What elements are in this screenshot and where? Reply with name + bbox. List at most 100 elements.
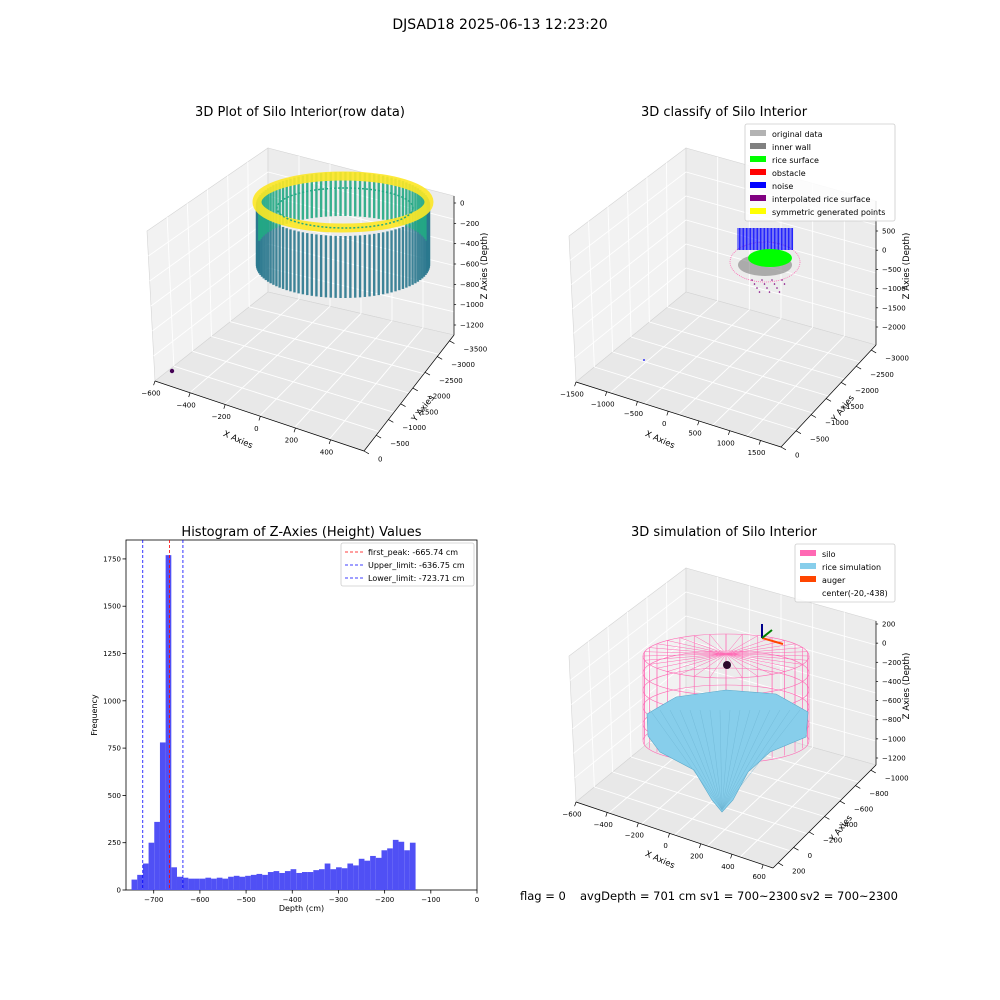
y-axis-tick	[437, 356, 443, 360]
x-tick-label: −300	[329, 896, 348, 904]
y-axis-line	[363, 334, 455, 452]
x-axis-tick	[730, 854, 733, 859]
legend-swatch	[750, 169, 766, 175]
chart-title: Histogram of Z-Axies (Height) Values	[181, 525, 421, 540]
histogram-bar	[228, 876, 234, 890]
histogram-bar	[256, 873, 263, 890]
y-axis-tick-label: −2000	[855, 387, 879, 395]
legend-label: symmetric generated points	[772, 208, 885, 217]
y-axis-label: Frequency	[90, 694, 99, 736]
histogram-bar	[387, 848, 393, 890]
y-tick-label: 1750	[103, 555, 121, 563]
x-tick-label: −600	[190, 896, 209, 904]
x-axis-tick	[699, 843, 702, 849]
data-inner-ring	[276, 187, 414, 229]
x-axis-tick	[153, 380, 156, 386]
y-axis-tick-label: −800	[869, 790, 888, 798]
z-axis-tick-label: −1200	[460, 322, 484, 330]
legend-label: Lower_limit: -723.71 cm	[368, 574, 465, 583]
y-axis-tick	[810, 414, 817, 418]
y-axis-tick	[856, 365, 862, 370]
y-axis-tick	[870, 769, 876, 774]
wall-ring	[729, 241, 801, 283]
x-axis-tick-label: 0	[254, 425, 258, 433]
x-axis-tick	[574, 381, 577, 387]
legend	[744, 123, 896, 222]
y-tick-label: 1500	[103, 603, 121, 611]
y-axis-tick	[855, 785, 861, 789]
x-axis-tick-label: 400	[320, 448, 333, 456]
z-axis-label: Z Axies (Depth)	[480, 233, 490, 300]
x-axis-tick	[635, 401, 638, 406]
silo-roof-wire	[694, 653, 727, 677]
y-axis-tick-label: −500	[390, 440, 409, 448]
z-axis-tick-label: −400	[882, 678, 901, 686]
y-axis-tick	[388, 419, 394, 423]
interpolated-point	[781, 279, 783, 281]
silo-roof-wire	[667, 653, 727, 672]
legend-swatch	[750, 195, 766, 201]
gridline	[594, 366, 797, 431]
y-axis-tick-label: 0	[378, 456, 382, 464]
histogram-bars	[131, 555, 416, 890]
x-axis-tick-label: 500	[688, 430, 701, 438]
surface-mesh-line	[721, 709, 741, 811]
histogram-bar	[381, 850, 388, 890]
histogram-bar	[364, 860, 371, 890]
y-axis-tick-label: −1000	[402, 424, 426, 432]
y-axis-tick	[363, 450, 370, 455]
y-axis-tick-label: −200	[823, 836, 842, 844]
legend-label: rice surface	[772, 156, 819, 165]
legend-label: silo	[822, 550, 836, 559]
y-axis-tick	[412, 387, 418, 392]
legend-label: auger	[822, 576, 846, 585]
x-tick-label: 0	[475, 896, 479, 904]
histogram-bar	[188, 878, 195, 890]
surface-mesh-line	[669, 709, 723, 811]
chart-raw-data: −600−400−20002004000−500−1000−1500−2000−…	[141, 105, 490, 464]
x-axis-tick	[605, 812, 608, 817]
y-axis-tick-label: 0	[808, 852, 812, 860]
surface-mesh-line	[721, 709, 801, 811]
chart-title: 3D simulation of Silo Interior	[631, 525, 818, 540]
status-avg-depth: avgDepth = 701 cm	[580, 889, 697, 903]
legend-label: inner wall	[772, 143, 811, 152]
histogram-bar	[194, 878, 200, 890]
y-axis-tick-label: −3000	[885, 355, 909, 363]
surface-mesh-line	[721, 709, 751, 811]
histogram-bar	[358, 858, 365, 890]
legend-label: first_peak: -665.74 cm	[368, 548, 458, 557]
gridline	[569, 591, 687, 681]
interpolated-point	[776, 287, 778, 289]
legend-label: Upper_limit: -636.75 cm	[368, 561, 465, 570]
histogram-bar	[330, 869, 337, 890]
y-axis-tick	[376, 434, 382, 439]
z-axis-tick-label: −1000	[460, 301, 484, 309]
histogram-bar	[319, 869, 325, 890]
silo-roof-wire	[679, 653, 727, 675]
interpolated-point	[761, 279, 763, 281]
histogram-bar	[165, 555, 172, 890]
histogram-bar	[370, 855, 376, 890]
histogram-bar	[171, 867, 177, 890]
surface-mesh-line	[721, 709, 791, 811]
z-axis-tick-label: 200	[882, 621, 895, 629]
x-axis-tick-label: −600	[562, 811, 581, 819]
histogram-bar	[142, 863, 149, 890]
x-axis-tick-label: 1500	[748, 449, 766, 457]
x-tick-label: −500	[236, 896, 255, 904]
interpolated-point	[756, 287, 758, 289]
z-axis-label: Z Axies (Depth)	[902, 233, 912, 300]
histogram-bar	[284, 871, 291, 890]
y-tick-label: 1250	[103, 650, 121, 658]
histogram-bar	[336, 867, 342, 890]
z-axis-tick-label: 0	[882, 640, 886, 648]
histogram-bar	[313, 870, 320, 890]
histogram-bar	[205, 877, 212, 890]
histogram-bar	[353, 865, 359, 890]
histogram-bar	[222, 878, 229, 890]
z-axis-tick-label: −600	[460, 261, 479, 269]
x-axis-tick	[574, 801, 577, 807]
y-axis-tick	[780, 446, 787, 451]
histogram-bar	[398, 841, 405, 890]
